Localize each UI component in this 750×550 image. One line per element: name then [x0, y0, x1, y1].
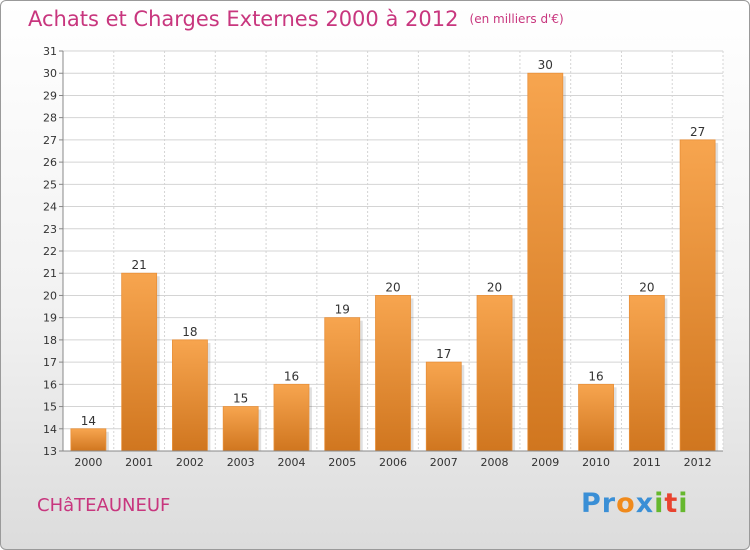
bar: [70, 428, 107, 452]
bar: [578, 383, 614, 452]
y-tick-label: 13: [43, 445, 57, 458]
x-tick-label: 2006: [379, 456, 407, 469]
y-tick-label: 24: [43, 201, 57, 214]
x-tick-label: 2001: [125, 456, 153, 469]
y-tick-label: 14: [43, 423, 57, 436]
y-tick-label: 16: [43, 378, 57, 391]
bar-value-label: 17: [436, 347, 451, 361]
bar: [222, 406, 259, 452]
bar: [121, 272, 158, 452]
chart-title-main: Achats et Charges Externes 2000 à 2012: [28, 7, 459, 31]
bar-value-label: 20: [487, 280, 502, 294]
logo-letter: x: [635, 488, 655, 519]
commune-name: CHâTEAUNEUF: [37, 495, 171, 516]
logo-letter: i: [678, 488, 689, 519]
x-tick-label: 2000: [74, 456, 102, 469]
logo-letter: o: [616, 488, 636, 519]
bar: [273, 383, 310, 452]
bar-value-label: 16: [284, 369, 299, 383]
bar: [375, 295, 411, 452]
bar-value-label: 19: [335, 303, 350, 317]
bar-value-label: 20: [385, 280, 400, 294]
bar-value-label: 20: [639, 280, 654, 294]
chart-title: Achats et Charges Externes 2000 à 2012 (…: [28, 7, 564, 31]
y-tick-label: 19: [43, 312, 57, 325]
x-tick-label: 2005: [328, 456, 356, 469]
y-tick-label: 26: [43, 156, 57, 169]
bar-value-label: 15: [233, 392, 248, 406]
x-tick-label: 2004: [277, 456, 305, 469]
x-tick-label: 2012: [684, 456, 712, 469]
y-tick-label: 20: [43, 289, 57, 302]
bar: [679, 139, 716, 452]
bar: [172, 339, 208, 452]
x-tick-label: 2007: [430, 456, 458, 469]
x-tick-label: 2002: [176, 456, 204, 469]
bar: [628, 295, 665, 452]
bar: [527, 72, 564, 452]
logo-letter: i: [654, 488, 665, 519]
y-tick-label: 15: [43, 401, 57, 414]
y-tick-label: 17: [43, 356, 57, 369]
y-tick-label: 31: [43, 45, 57, 58]
y-tick-label: 28: [43, 112, 57, 125]
y-tick-label: 21: [43, 267, 57, 280]
x-tick-label: 2003: [227, 456, 255, 469]
x-tick-label: 2011: [633, 456, 661, 469]
y-tick-label: 27: [43, 134, 57, 147]
bar: [324, 317, 361, 452]
bar-value-label: 18: [182, 325, 197, 339]
logo-letter: t: [664, 488, 679, 519]
axes: 13 14 15 16 17 18 19 20 21 22 23 24 25 26 27 28 29 30 31 20…: [43, 45, 723, 469]
bar-value-label: 27: [690, 125, 705, 139]
bar-value-label: 14: [81, 414, 96, 428]
bar-value-label: 30: [538, 58, 553, 72]
bar: [425, 361, 462, 452]
x-tick-label: 2009: [531, 456, 559, 469]
y-tick-label: 18: [43, 334, 57, 347]
y-tick-label: 23: [43, 223, 57, 236]
bar-value-label: 21: [132, 258, 147, 272]
x-tick-label: 2010: [582, 456, 610, 469]
x-tick-label: 2008: [481, 456, 509, 469]
bar-value-label: 16: [588, 369, 603, 383]
y-tick-label: 22: [43, 245, 57, 258]
y-tick-label: 25: [43, 178, 57, 191]
bar: [476, 295, 513, 452]
chart-title-unit: (en milliers d'€): [469, 12, 564, 26]
y-tick-label: 29: [43, 89, 57, 102]
logo-letter: r: [601, 488, 617, 519]
proxiti-logo[interactable]: Proxiti: [581, 488, 689, 519]
logo-letter: P: [581, 488, 602, 519]
y-tick-label: 30: [43, 67, 57, 80]
